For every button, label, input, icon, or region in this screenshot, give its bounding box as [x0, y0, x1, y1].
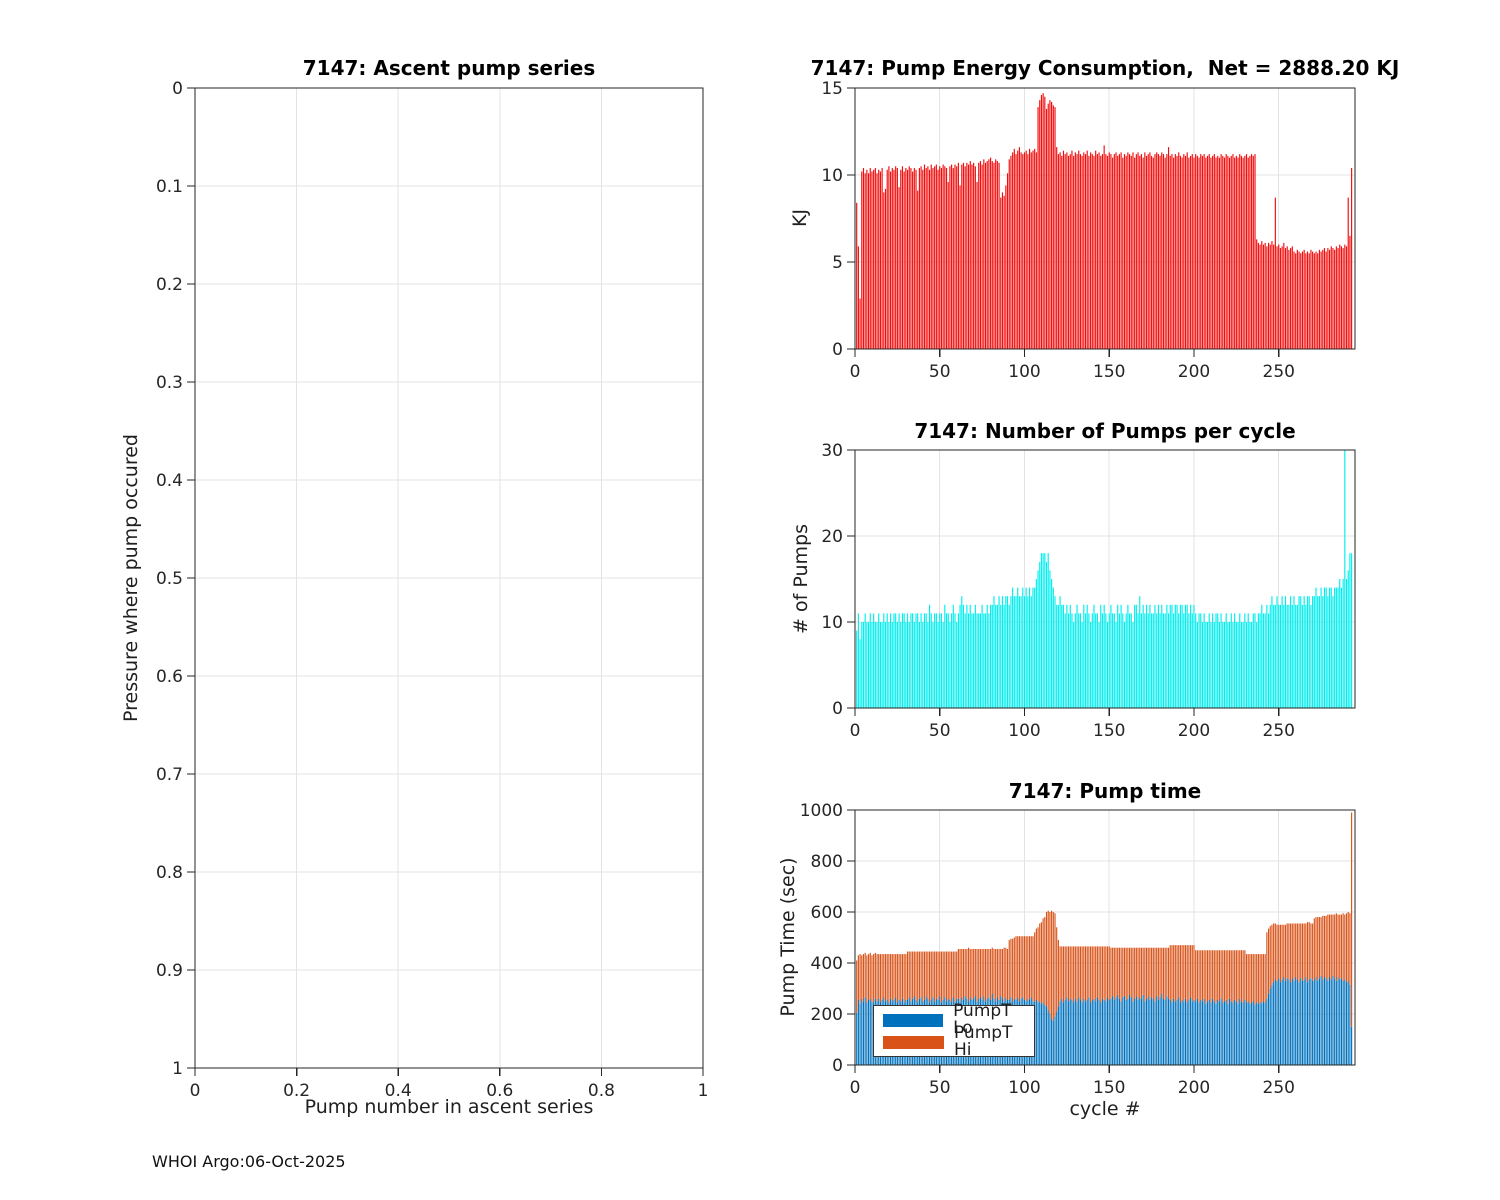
- svg-text:0: 0: [832, 1056, 843, 1076]
- svg-text:0.8: 0.8: [156, 863, 183, 883]
- svg-text:250: 250: [1263, 721, 1295, 741]
- svg-text:50: 50: [929, 1078, 951, 1098]
- svg-text:0.4: 0.4: [156, 471, 183, 491]
- svg-text:150: 150: [1093, 362, 1125, 382]
- svg-text:0: 0: [190, 1081, 201, 1101]
- legend-row-pumpt-hi: PumpT Hi: [883, 1025, 1034, 1059]
- svg-text:0.2: 0.2: [156, 275, 183, 295]
- svg-text:0.8: 0.8: [588, 1081, 615, 1101]
- ascent-xlabel: Pump number in ascent series: [304, 1096, 594, 1118]
- time-xlabel: cycle #: [1069, 1098, 1141, 1120]
- pumpt-hi-swatch: [883, 1035, 944, 1049]
- svg-text:0.6: 0.6: [156, 667, 183, 687]
- legend-row-pumpt-lo: PumpT Lo: [883, 1003, 1034, 1037]
- svg-text:0: 0: [850, 1078, 861, 1098]
- svg-text:0.3: 0.3: [156, 373, 183, 393]
- svg-text:150: 150: [1093, 721, 1125, 741]
- svg-text:10: 10: [821, 613, 843, 633]
- svg-text:0: 0: [850, 362, 861, 382]
- svg-text:100: 100: [1008, 721, 1040, 741]
- pumpt-lo-label: PumpT Lo: [953, 1001, 1012, 1038]
- svg-text:0.5: 0.5: [156, 569, 183, 589]
- svg-text:0: 0: [832, 340, 843, 360]
- svg-text:0.1: 0.1: [156, 177, 183, 197]
- svg-text:30: 30: [821, 441, 843, 461]
- svg-text:200: 200: [1178, 721, 1210, 741]
- footer-watermark: WHOI Argo:06-Oct-2025: [152, 1152, 346, 1171]
- time-axes: 0 200 400 600 800 1000 0 50 100 150 200 250: [800, 801, 1356, 1098]
- pumps-axes: 0 10 20 30 0 50 100 150 200 250: [821, 441, 1356, 741]
- svg-text:0.2: 0.2: [283, 1081, 310, 1101]
- svg-text:20: 20: [821, 527, 843, 547]
- svg-text:1: 1: [698, 1081, 709, 1101]
- svg-text:10: 10: [821, 166, 843, 186]
- svg-text:15: 15: [821, 79, 843, 99]
- svg-text:400: 400: [811, 954, 843, 974]
- svg-text:50: 50: [929, 721, 951, 741]
- svg-text:150: 150: [1093, 1078, 1125, 1098]
- svg-text:1000: 1000: [800, 801, 843, 821]
- svg-text:250: 250: [1263, 1078, 1295, 1098]
- svg-text:0.7: 0.7: [156, 765, 183, 785]
- pumpt-lo-swatch: [883, 1013, 944, 1027]
- ascent-axes: 00.10.20.30.40.50.60.70.80.910 0.2 0.4 0.6 0…: [156, 79, 708, 1101]
- time-chart-title: 7147: Pump time: [1008, 779, 1202, 803]
- svg-text:200: 200: [811, 1005, 843, 1025]
- svg-text:50: 50: [929, 362, 951, 382]
- svg-text:250: 250: [1263, 362, 1295, 382]
- svg-text:800: 800: [811, 852, 843, 872]
- svg-text:600: 600: [811, 903, 843, 923]
- svg-text:5: 5: [832, 253, 843, 273]
- svg-text:200: 200: [1178, 362, 1210, 382]
- pump-time-legend: PumpT Lo PumpT Hi: [873, 1003, 1035, 1059]
- pumps-ylabel: # of Pumps: [790, 524, 812, 634]
- svg-text:100: 100: [1008, 362, 1040, 382]
- svg-text:1: 1: [172, 1059, 183, 1079]
- ascent-chart-title: 7147: Ascent pump series: [302, 56, 596, 80]
- energy-ylabel: KJ: [789, 208, 811, 228]
- svg-text:0.4: 0.4: [385, 1081, 412, 1101]
- svg-text:0: 0: [832, 699, 843, 719]
- pumps-chart-title: 7147: Number of Pumps per cycle: [914, 419, 1296, 443]
- svg-text:0.6: 0.6: [486, 1081, 513, 1101]
- svg-text:0.9: 0.9: [156, 961, 183, 981]
- energy-chart-title: 7147: Pump Energy Consumption, Net = 288…: [810, 56, 1400, 80]
- svg-text:200: 200: [1178, 1078, 1210, 1098]
- svg-text:100: 100: [1008, 1078, 1040, 1098]
- pumpt-hi-label: PumpT Hi: [953, 1023, 1013, 1060]
- svg-text:0: 0: [172, 79, 183, 99]
- time-ylabel: Pump Time (sec): [777, 857, 799, 1017]
- ascent-ylabel: Pressure where pump occured: [120, 434, 142, 722]
- svg-text:0: 0: [850, 721, 861, 741]
